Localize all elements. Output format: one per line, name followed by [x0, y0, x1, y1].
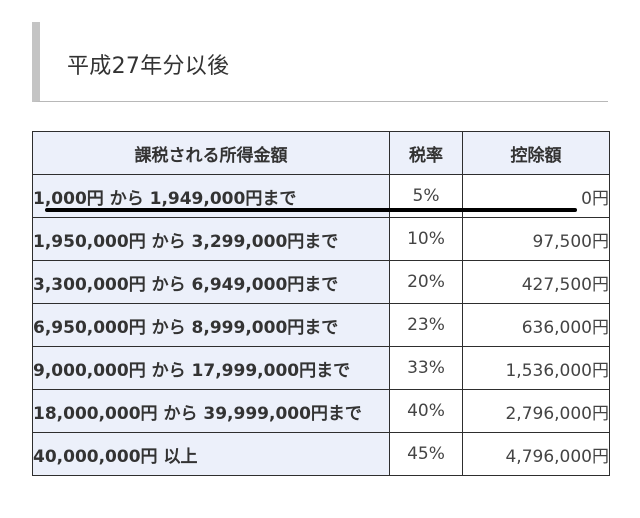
income-range-cell: 9,000,000円 から 17,999,000円まで — [32, 346, 390, 390]
table-row: 3,300,000円 から 6,949,000円まで 20% 427,500円 — [32, 260, 610, 304]
section-heading-box: 平成27年分以後 — [32, 22, 608, 102]
header-taxable-income: 課税される所得金額 — [32, 131, 390, 175]
table-row: 6,950,000円 から 8,999,000円まで 23% 636,000円 — [32, 303, 610, 347]
tax-rate-cell: 10% — [389, 217, 463, 261]
deduction-cell: 636,000円 — [462, 303, 610, 347]
table-row: 40,000,000円 以上 45% 4,796,000円 — [32, 432, 610, 476]
deduction-cell: 4,796,000円 — [462, 432, 610, 476]
tax-rate-cell: 40% — [389, 389, 463, 433]
table-row: 1,950,000円 から 3,299,000円まで 10% 97,500円 — [32, 217, 610, 261]
table-row: 18,000,000円 から 39,999,000円まで 40% 2,796,0… — [32, 389, 610, 433]
deduction-cell: 2,796,000円 — [462, 389, 610, 433]
income-range-cell: 6,950,000円 から 8,999,000円まで — [32, 303, 390, 347]
deduction-cell: 427,500円 — [462, 260, 610, 304]
table-header-row: 課税される所得金額 税率 控除額 — [32, 131, 610, 175]
header-tax-rate: 税率 — [389, 131, 463, 175]
section-heading: 平成27年分以後 — [67, 54, 230, 79]
income-range-cell: 1,950,000円 から 3,299,000円まで — [32, 217, 390, 261]
table-row: 9,000,000円 から 17,999,000円まで 33% 1,536,00… — [32, 346, 610, 390]
deduction-cell: 1,536,000円 — [462, 346, 610, 390]
income-range-cell: 18,000,000円 から 39,999,000円まで — [32, 389, 390, 433]
tax-rate-cell: 33% — [389, 346, 463, 390]
income-range-cell: 3,300,000円 から 6,949,000円まで — [32, 260, 390, 304]
income-range-cell: 40,000,000円 以上 — [32, 432, 390, 476]
income-tax-rate-table: 課税される所得金額 税率 控除額 1,000円 から 1,949,000円まで … — [32, 131, 610, 476]
tax-rate-cell: 23% — [389, 303, 463, 347]
header-deduction: 控除額 — [462, 131, 610, 175]
tax-rate-cell: 45% — [389, 432, 463, 476]
tax-rate-cell: 20% — [389, 260, 463, 304]
deduction-cell: 97,500円 — [462, 217, 610, 261]
hand-drawn-underline — [45, 208, 577, 212]
